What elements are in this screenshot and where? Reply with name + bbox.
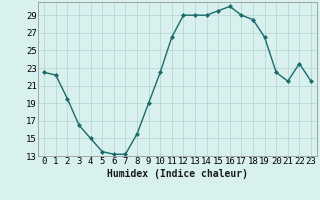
X-axis label: Humidex (Indice chaleur): Humidex (Indice chaleur): [107, 169, 248, 179]
